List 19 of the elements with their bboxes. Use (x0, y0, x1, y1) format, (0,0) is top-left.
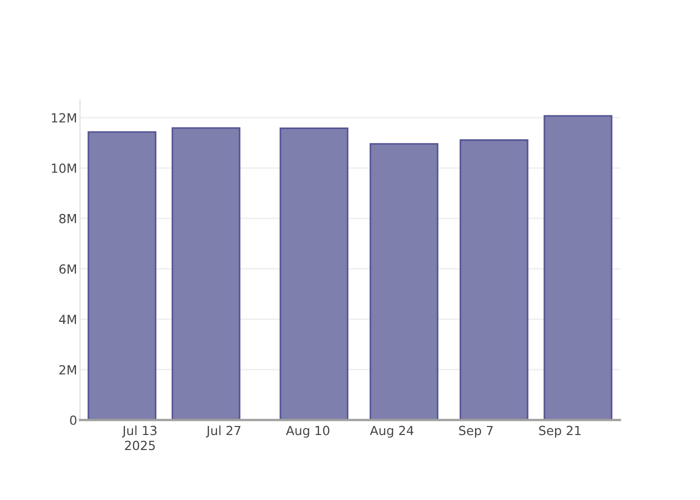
x-tick-label: Aug 10 (286, 426, 330, 438)
x-tick-label: Sep 7 (459, 426, 493, 438)
x-tick-label: Aug 24 (370, 426, 414, 438)
y-tick-label: 4M (59, 314, 76, 324)
y-tick-label: 6M (59, 264, 76, 274)
bar (460, 139, 528, 420)
x-tick-label: Jul 13 2025 (122, 426, 156, 450)
bar (544, 115, 612, 420)
y-tick-label: 12M (52, 113, 76, 122)
x-tick-label: Sep 21 (539, 426, 581, 438)
bar (280, 127, 348, 420)
y-tick-label: 0 (70, 415, 76, 425)
x-tick-label: Jul 27 (206, 426, 240, 438)
y-tick-label: 10M (52, 164, 76, 173)
bar (370, 143, 438, 420)
y-tick-label: 2M (59, 365, 76, 374)
y-tick-label: 8M (59, 214, 76, 224)
bar (88, 131, 156, 420)
bar (172, 127, 240, 420)
